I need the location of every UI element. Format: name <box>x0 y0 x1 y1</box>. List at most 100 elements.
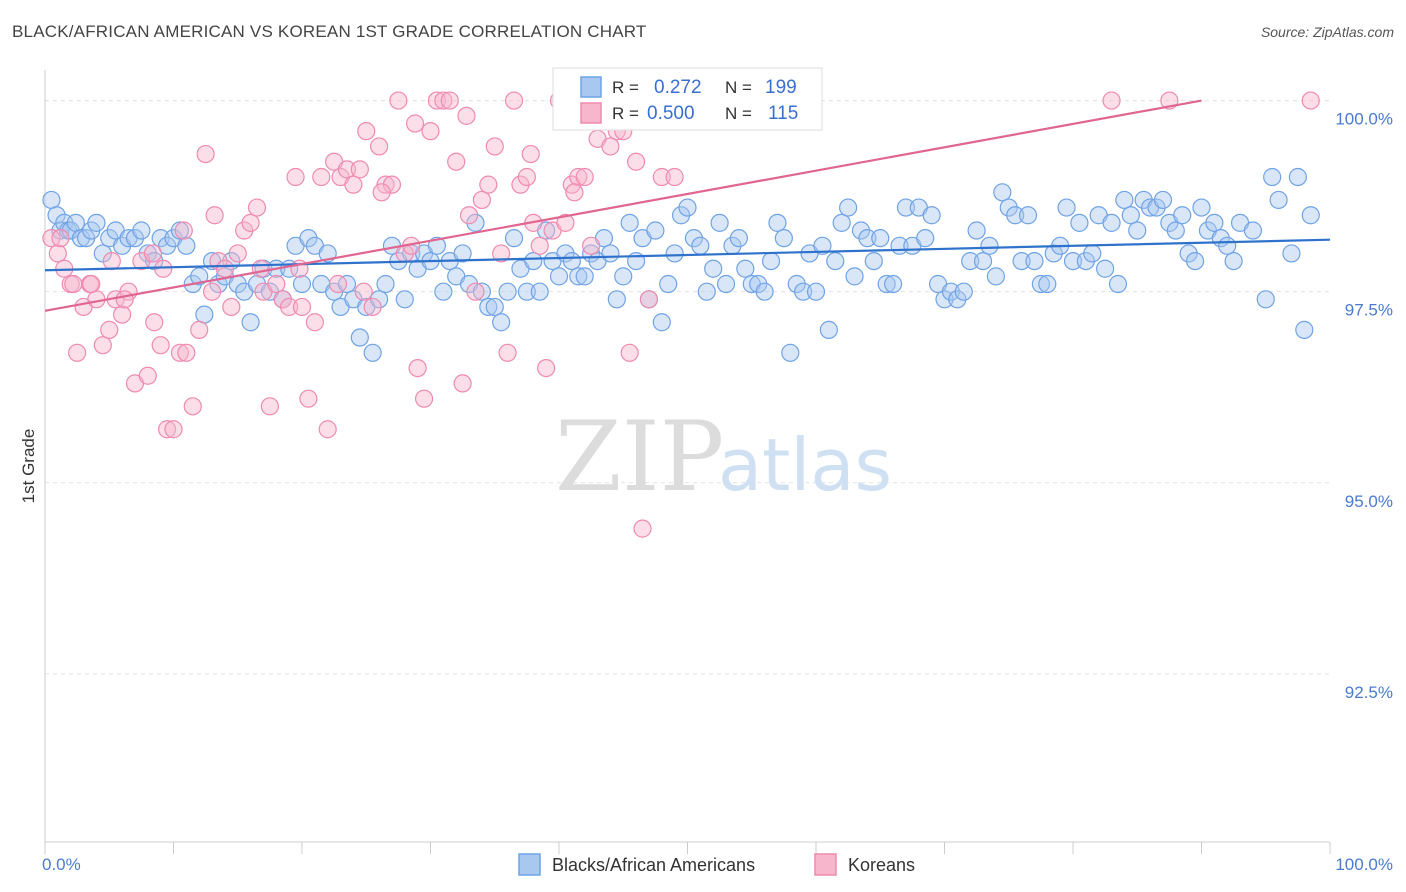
point-koreans <box>408 358 427 378</box>
point-blacks <box>504 229 524 248</box>
point-koreans <box>556 213 575 232</box>
top-legend: R = 0.272 N = 199 R = 0.500 N = 115 <box>552 67 823 131</box>
point-blacks <box>517 282 536 301</box>
point-blacks <box>190 267 209 286</box>
point-blacks <box>973 251 993 271</box>
point-blacks <box>678 198 697 217</box>
point-blacks <box>1083 244 1102 263</box>
point-blacks <box>195 305 214 324</box>
point-blacks <box>961 251 980 271</box>
point-blacks <box>806 282 826 301</box>
point-blacks <box>1057 198 1076 217</box>
point-koreans <box>228 244 247 263</box>
point-blacks <box>479 297 498 317</box>
point-koreans <box>64 274 83 294</box>
point-koreans <box>537 358 556 378</box>
point-blacks <box>1153 190 1173 210</box>
point-koreans <box>68 343 87 362</box>
point-koreans <box>145 313 164 332</box>
point-blacks <box>1096 259 1115 278</box>
point-koreans <box>112 305 132 324</box>
point-blacks <box>1256 290 1275 309</box>
point-koreans <box>292 297 312 317</box>
legend-r-value-1: 0.272 <box>654 77 702 98</box>
point-blacks <box>993 183 1012 202</box>
point-blacks <box>1301 206 1320 225</box>
legend-swatch-koreans <box>580 102 602 124</box>
point-blacks <box>781 343 800 362</box>
point-koreans <box>565 183 584 202</box>
point-koreans <box>372 183 391 202</box>
point-blacks <box>1288 167 1307 187</box>
point-blacks <box>427 236 447 255</box>
point-blacks <box>492 313 511 332</box>
point-koreans <box>170 343 190 362</box>
point-blacks <box>575 267 594 286</box>
point-koreans <box>575 167 594 187</box>
point-blacks <box>1063 251 1083 271</box>
point-blacks <box>877 274 896 294</box>
point-koreans <box>440 91 459 110</box>
point-blacks <box>794 282 813 301</box>
point-blacks <box>845 267 864 286</box>
legend-r-label-1: R = <box>612 78 639 97</box>
point-blacks <box>839 198 858 217</box>
point-koreans <box>357 122 376 141</box>
point-blacks <box>1108 274 1128 294</box>
point-blacks <box>66 213 85 232</box>
point-koreans <box>472 190 491 210</box>
point-blacks <box>607 290 626 309</box>
legend-n-value-2: 115 <box>768 103 798 124</box>
point-blacks <box>569 267 588 286</box>
point-koreans <box>196 144 215 164</box>
point-blacks <box>292 274 312 294</box>
point-blacks <box>1115 190 1134 210</box>
point-koreans <box>318 420 337 439</box>
point-koreans <box>260 397 279 416</box>
point-blacks <box>710 213 729 232</box>
point-koreans <box>492 244 511 263</box>
point-koreans <box>457 106 476 125</box>
legend-n-value-1: 199 <box>765 77 797 98</box>
y-axis-title: 1st Grade <box>19 429 38 504</box>
point-blacks <box>704 259 723 278</box>
point-blacks <box>1269 190 1288 210</box>
x-tick-label-max: 100.0% <box>1335 855 1393 874</box>
point-koreans <box>601 137 620 156</box>
point-koreans <box>51 229 70 248</box>
point-koreans <box>305 313 324 332</box>
point-koreans <box>389 91 408 110</box>
point-koreans <box>151 336 170 355</box>
point-koreans <box>138 366 157 385</box>
trend-line-blacks <box>44 238 1331 272</box>
point-blacks <box>47 206 66 225</box>
point-blacks <box>832 213 851 232</box>
point-koreans <box>154 259 173 278</box>
point-blacks <box>1006 206 1025 225</box>
point-blacks <box>768 213 787 232</box>
point-blacks <box>826 251 845 271</box>
point-koreans <box>251 259 270 278</box>
point-koreans <box>652 167 671 187</box>
point-blacks <box>1166 221 1185 240</box>
point-blacks <box>132 221 151 240</box>
point-koreans <box>299 389 318 408</box>
point-koreans <box>222 297 241 317</box>
y-tick-label: 92.5% <box>1345 683 1393 702</box>
point-blacks <box>755 282 774 301</box>
point-blacks <box>1031 274 1050 294</box>
point-koreans <box>485 137 504 156</box>
point-blacks <box>1173 206 1192 225</box>
point-blacks <box>434 282 453 301</box>
point-koreans <box>639 290 659 309</box>
point-koreans <box>202 282 222 301</box>
axes: 100.0% 97.5% 95.0% 92.5% 0.0% 100.0% <box>42 70 1393 874</box>
point-blacks <box>485 297 504 317</box>
point-koreans <box>205 206 224 225</box>
point-koreans <box>453 374 472 393</box>
point-koreans <box>633 519 652 538</box>
point-blacks <box>620 213 639 232</box>
point-blacks <box>980 236 999 255</box>
point-koreans <box>665 167 684 187</box>
point-blacks <box>729 229 749 248</box>
